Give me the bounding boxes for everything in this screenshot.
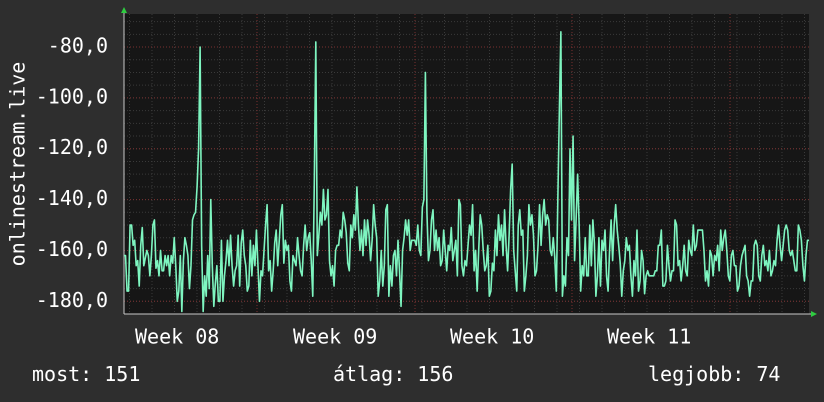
- y-tick-label: -140,0: [36, 186, 108, 210]
- x-tick-label: Week 09: [293, 325, 377, 349]
- y-tick-labels: -180,0 -160,0 -140,0 -120,0 -100,0 -80,0: [36, 34, 108, 312]
- y-tick-label: -80,0: [48, 34, 108, 58]
- current-value: most: 151: [32, 362, 141, 386]
- x-tick-label: Week 11: [607, 325, 691, 349]
- x-tick-label: Week 10: [450, 325, 534, 349]
- x-tick-label: Week 08: [135, 325, 219, 349]
- average-value: átlag: 156: [333, 362, 454, 386]
- y-tick-label: -100,0: [36, 84, 108, 108]
- y-axis-label: onlinestream.live: [6, 62, 30, 267]
- y-tick-label: -120,0: [36, 135, 108, 159]
- y-tick-label: -160,0: [36, 237, 108, 261]
- y-axis-arrow: [121, 7, 127, 13]
- x-tick-labels: Week 08 Week 09 Week 10 Week 11: [135, 325, 691, 349]
- best-value: legjobb: 74: [648, 362, 781, 386]
- y-tick-label: -180,0: [36, 288, 108, 312]
- x-axis-arrow: [811, 311, 817, 317]
- series-line: [124, 31, 809, 313]
